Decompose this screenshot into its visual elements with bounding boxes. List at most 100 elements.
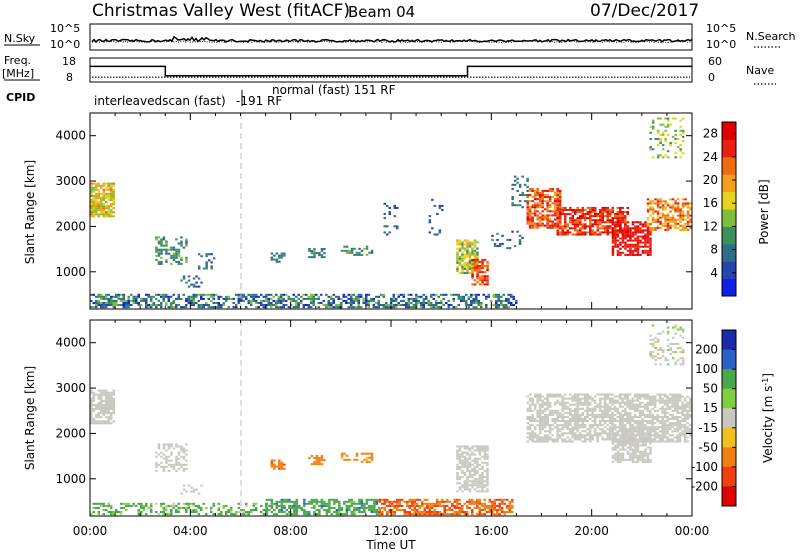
power-cell: [548, 226, 552, 229]
velocity-cell: [192, 509, 195, 512]
velocity-cell: [581, 418, 584, 421]
velocity-cell: [112, 401, 115, 404]
velocity-cell: [488, 506, 491, 509]
velocity-cell: [295, 500, 299, 503]
power-cell: [392, 299, 395, 302]
velocity-cell: [478, 498, 481, 501]
velocity-cell: [92, 399, 95, 402]
velocity-cell: [568, 407, 572, 410]
velocity-cell: [676, 420, 679, 423]
velocity-cell: [636, 407, 639, 410]
power-cell: [210, 299, 213, 302]
velocity-cell: [666, 438, 669, 441]
velocity-cell: [641, 432, 645, 435]
velocity-cell: [481, 449, 484, 452]
velocity-cell: [328, 511, 331, 514]
velocity-cell: [333, 498, 336, 501]
velocity-cell: [551, 393, 554, 396]
power-cell: [383, 213, 386, 216]
power-cell: [649, 237, 652, 240]
velocity-cell: [318, 463, 321, 466]
power-cell: [624, 237, 627, 240]
velocity-cell: [303, 498, 306, 501]
velocity-cell: [561, 434, 564, 437]
velocity-cell: [478, 506, 481, 509]
power-cell: [689, 208, 692, 211]
power-cell: [102, 213, 105, 216]
power-cell: [115, 299, 118, 302]
power-cell: [483, 283, 487, 286]
velocity-cell: [458, 457, 462, 460]
velocity-cell: [328, 504, 331, 507]
velocity-cell: [618, 416, 622, 419]
velocity-cell: [463, 502, 466, 505]
power-cell: [636, 253, 640, 256]
velocity-cell: [112, 399, 115, 402]
velocity-cell: [626, 442, 630, 445]
power-cell: [579, 229, 582, 232]
power-cell: [485, 304, 488, 307]
power-cell: [606, 219, 609, 222]
power-cell: [465, 293, 468, 296]
velocity-cell: [398, 509, 401, 512]
power-cell: [538, 218, 542, 221]
velocity-cell: [626, 432, 629, 435]
velocity-cell: [573, 422, 577, 425]
velocity-cell: [245, 504, 248, 507]
velocity-cell: [573, 428, 577, 431]
velocity-cell: [498, 498, 501, 501]
power-cell: [365, 304, 368, 307]
power-cell: [604, 209, 607, 212]
velocity-cell: [678, 411, 682, 414]
velocity-cell: [456, 490, 459, 493]
power-cell: [100, 306, 103, 309]
velocity-cell: [92, 422, 95, 425]
velocity-cell: [157, 513, 160, 516]
power-cell: [367, 299, 370, 302]
velocity-cell: [583, 401, 587, 404]
velocity-cell: [603, 409, 607, 412]
velocity-cell: [97, 393, 100, 396]
velocity-cell: [471, 459, 474, 462]
power-cell: [533, 194, 537, 197]
velocity-cell: [556, 399, 559, 402]
power-cell: [589, 227, 592, 230]
velocity-cell: [95, 393, 98, 396]
velocity-cell: [571, 434, 574, 437]
velocity-cell: [273, 463, 276, 466]
velocity-cell: [295, 498, 299, 501]
power-cell: [676, 214, 680, 217]
power-cell: [195, 275, 198, 278]
power-cell: [182, 275, 186, 278]
velocity-cell: [658, 420, 662, 423]
power-cell: [162, 248, 166, 251]
power-cell: [315, 252, 319, 255]
velocity-cell: [663, 411, 667, 414]
power-cell: [342, 295, 345, 298]
velocity-cell: [526, 436, 529, 439]
power-cell: [155, 238, 158, 241]
power-cell: [619, 229, 622, 232]
velocity-cell: [481, 461, 484, 464]
power-cell: [624, 229, 627, 232]
velocity-cell: [433, 504, 436, 507]
velocity-cell: [278, 511, 281, 514]
velocity-cell: [568, 393, 572, 396]
velocity-cell: [303, 513, 306, 516]
velocity-cell: [686, 436, 689, 439]
velocity-cell: [436, 513, 439, 516]
power-cell: [634, 237, 637, 240]
velocity-cell: [661, 416, 664, 419]
velocity-cell: [536, 397, 539, 400]
velocity-cell: [235, 511, 238, 514]
velocity-cell: [486, 476, 489, 479]
velocity-cell: [428, 504, 431, 507]
velocity-cell: [536, 424, 539, 427]
velocity-cell: [325, 502, 329, 505]
power-cell: [412, 297, 415, 300]
velocity-cell: [536, 395, 539, 398]
velocity-cell: [456, 451, 459, 454]
velocity-cell: [633, 438, 637, 441]
power-cell: [337, 304, 340, 307]
velocity-cell: [581, 434, 584, 437]
